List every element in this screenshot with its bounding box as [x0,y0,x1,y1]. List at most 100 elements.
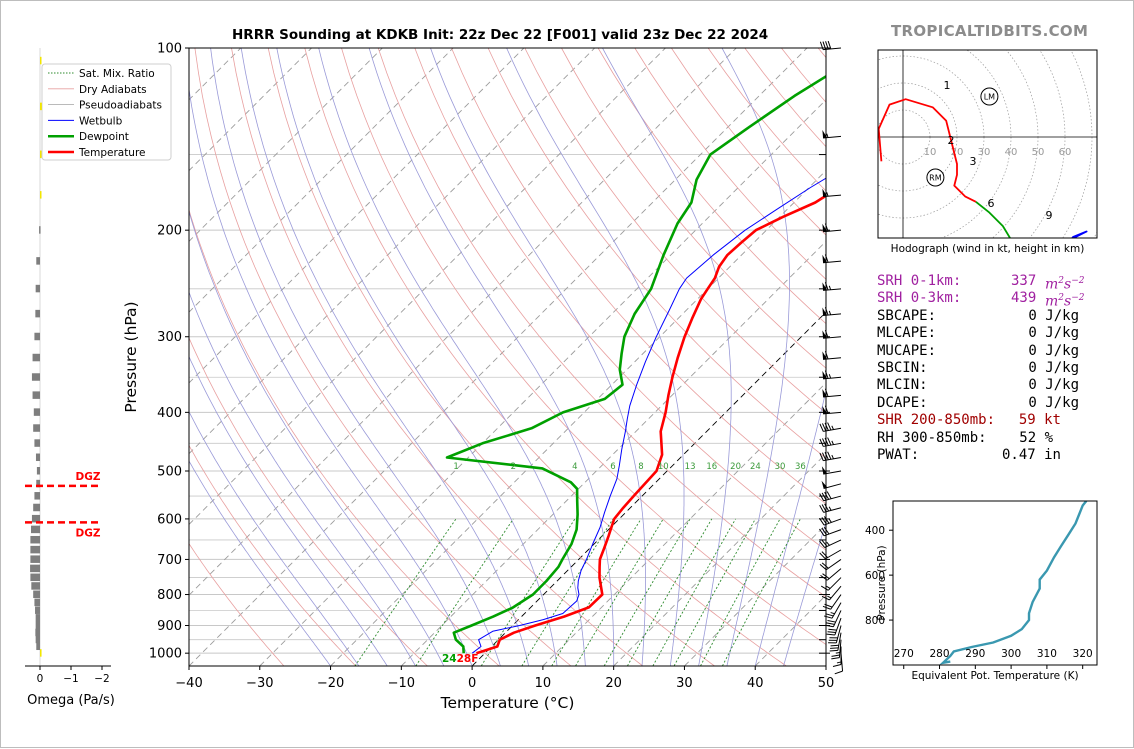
barb-half [827,542,830,545]
pseudoadiabat [507,48,684,666]
omega-bar [40,191,42,199]
omega-bar [35,606,40,614]
wind-barb [819,527,841,536]
pseudoadiabat [319,48,586,666]
wind-barb [822,406,841,414]
barb-staff [825,540,841,548]
omega-tick-label: −1 [63,673,78,685]
omega-bar [33,391,40,399]
theta-x-tick-label: 270 [894,648,914,660]
mixing-ratio-label: 4 [572,462,577,472]
dgz-label: DGZ [76,471,101,483]
omega-bar [36,614,40,622]
stat-value: 0 J/kg [1028,395,1079,412]
stats-panel: SRH 0-1km: 337 m2s−2 SRH 0-3km: 439 m2s−… [877,273,1107,464]
x-tick-label: 10 [535,676,552,691]
x-tick-label: −20 [317,676,344,691]
stat-row: MUCAPE:0 J/kg [877,343,1107,360]
omega-bar [40,57,42,65]
y-tick-label: 700 [157,553,182,568]
hodo-height-label: 3 [970,155,977,168]
wind-barb [822,466,841,474]
omega-bar [36,621,40,629]
mixing-ratio-label: 36 [795,462,806,472]
barb-full [827,634,835,635]
stat-value: 0 J/kg [1028,325,1079,342]
wind-barb [822,282,841,290]
theta-e-trace [943,501,1086,663]
y-tick-label: 200 [157,224,182,239]
x-tick-label: 0 [468,676,476,691]
hodo-ring-label: 60 [1059,147,1072,158]
omega-bar [34,599,40,607]
hodo-height-label: 9 [1046,209,1053,222]
mixing-ratio-line [576,519,664,666]
barb-half [827,192,828,196]
omega-bar [34,408,40,416]
srh-0-3-label: SRH 0-3km: [877,290,961,307]
stat-value: 0 J/kg [1028,343,1079,360]
wind-barb [822,389,841,397]
wind-barb [819,516,841,525]
omega-bar [33,424,40,432]
omega-bar [31,526,40,534]
shr-row: SHR 200-850mb: 59 kt [877,412,1107,429]
wind-barb [822,330,841,338]
pwat-value: 0.47 in [1002,447,1061,464]
y-tick-label: 900 [157,619,182,634]
y-tick-label: 100 [157,42,182,57]
wind-barb [822,351,841,359]
omega-tick-label: −2 [94,673,109,685]
mixing-ratio-label: 30 [775,462,786,472]
dry-adiabat [195,48,571,666]
stat-value: 0 J/kg [1028,308,1079,325]
legend-label: Dry Adiabats [79,84,147,96]
wind-barbs [819,41,842,674]
omega-bar [35,629,40,637]
omega-bar [34,492,40,500]
barb-half [836,652,840,653]
barb-half [837,662,841,663]
mixing-ratio-line [552,519,641,666]
mixing-ratio-line [722,519,800,666]
pseudoadiabat [184,48,472,666]
pseudoadiabat [160,48,444,666]
x-tick-label: 50 [818,676,835,691]
omega-bar [30,536,40,544]
theta-x-tick-label: 310 [1037,648,1057,660]
rh-row: RH 300-850mb: 52 % [877,430,1107,447]
legend-label: Pseudoadiabats [79,100,162,112]
mixing-ratio-line [653,519,736,666]
omega-bar [39,226,41,234]
hodo-ring-label: 30 [978,147,991,158]
omega-axis-label: Omega (Pa/s) [27,693,115,708]
chart-title: HRRR Sounding at KDKB Init: 22z Dec 22 [… [232,27,768,43]
isotherm-line [331,48,949,666]
omega-bar [30,555,40,563]
barb-half [832,441,834,445]
legend-label: Wetbulb [79,115,123,127]
omega-bar [36,257,40,265]
stat-label: DCAPE: [877,395,928,412]
rh-label: RH 300-850mb: [877,430,987,447]
barb-half [827,586,831,588]
wind-barb [821,578,841,591]
stat-row: SBCAPE:0 J/kg [877,308,1107,325]
y-tick-label: 1000 [149,647,182,662]
mixing-ratio-label: 2 [511,462,516,472]
barb-full [828,629,836,630]
wind-barb [819,540,841,548]
x-tick-label: 30 [676,676,693,691]
wind-barb [820,423,841,432]
stat-value: 0 J/kg [1028,360,1079,377]
barb-full [823,606,831,609]
omega-bar [40,103,42,111]
stat-label: MLCIN: [877,377,928,394]
pseudoadiabat [277,48,557,666]
theta-x-tick-label: 290 [965,648,985,660]
hodo-marker-label: RM [929,174,942,183]
omega-bar [40,649,42,657]
